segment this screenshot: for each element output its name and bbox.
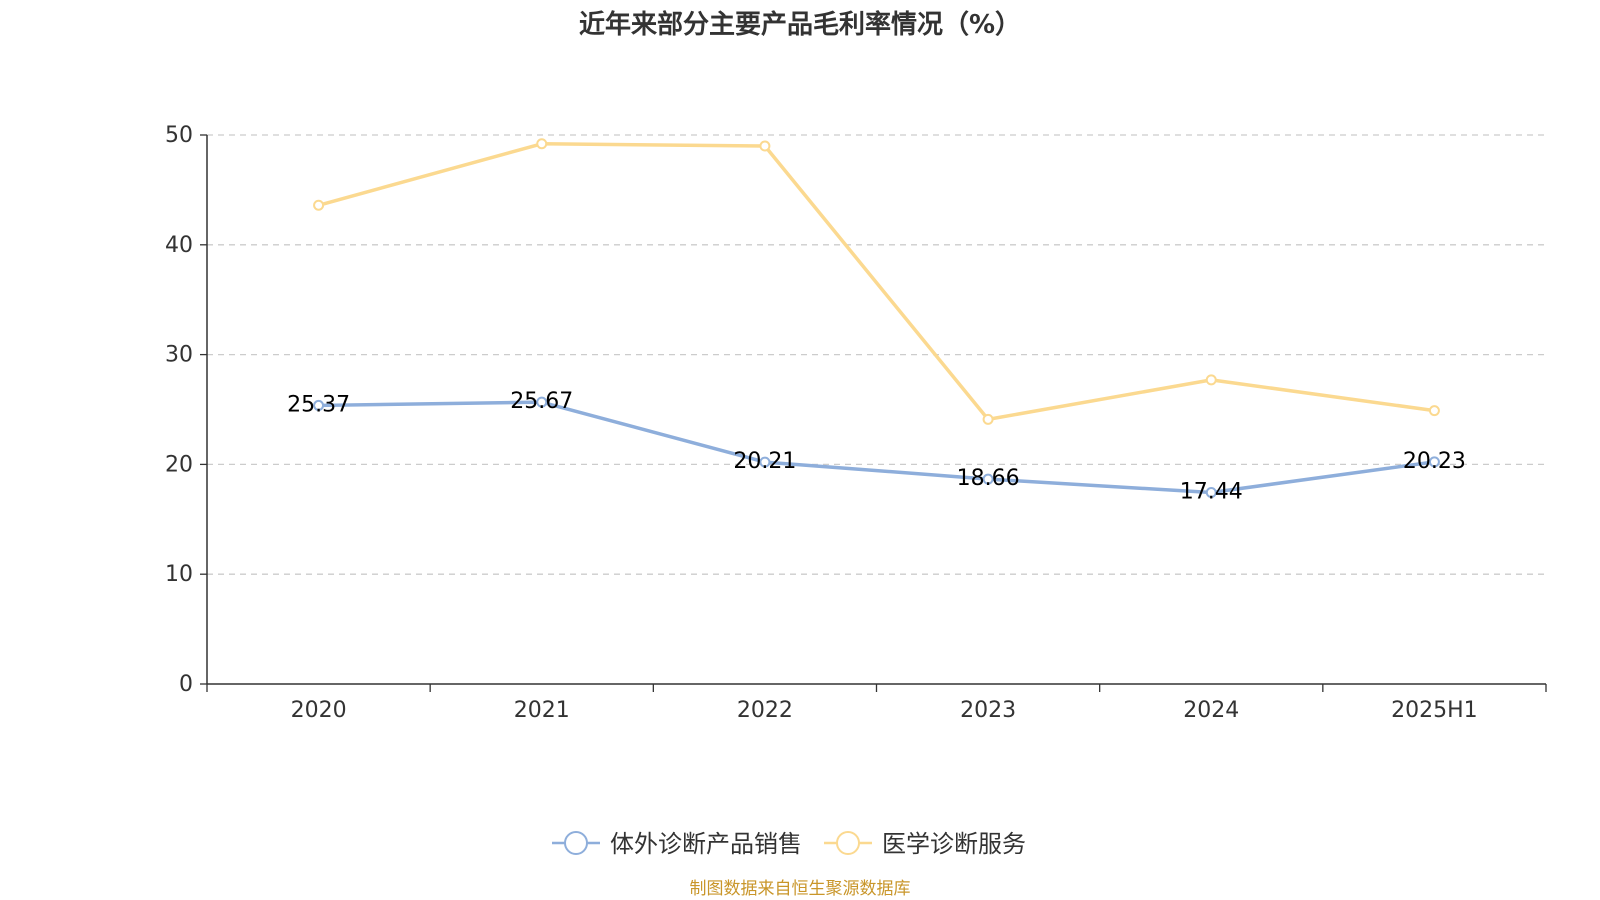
- y-tick-label: 20: [165, 452, 193, 477]
- x-tick-label: 2022: [737, 698, 793, 723]
- data-point: [759, 456, 771, 468]
- data-point: [982, 413, 994, 425]
- axis-layer: 0 10 20 30 40 50 2020 2021 2022 2023 2024 2025H1: [165, 123, 1547, 723]
- y-tick-label: 10: [165, 562, 193, 587]
- x-tick-label: 2023: [960, 698, 1016, 723]
- x-tick-label: 2020: [291, 698, 347, 723]
- legend-label: 体外诊断产品销售: [610, 830, 802, 858]
- data-label: 25.37: [287, 392, 350, 417]
- data-point: [313, 199, 325, 211]
- data-label: 17.44: [1180, 480, 1243, 505]
- data-point: [759, 140, 771, 152]
- series-line: [318, 142, 1435, 422]
- data-label-layer: 25.37 25.67 20.21 18.66 17.44 20.23: [287, 389, 1466, 504]
- y-tick-label: 40: [165, 233, 193, 258]
- x-tick-label: 2021: [514, 698, 570, 723]
- data-point: [1428, 456, 1440, 468]
- y-tick-label: 30: [165, 343, 193, 368]
- legend: 体外诊断产品销售 医学诊断服务: [552, 830, 1026, 858]
- legend-marker: [564, 831, 588, 855]
- series-line: [318, 400, 1435, 495]
- data-point: [536, 138, 548, 150]
- data-label: 20.23: [1403, 449, 1466, 474]
- legend-label: 医学诊断服务: [882, 830, 1026, 858]
- y-tick-label: 0: [179, 672, 193, 697]
- series-layer: [313, 138, 1440, 499]
- legend-marker: [836, 831, 860, 855]
- chart-title: 近年来部分主要产品毛利率情况（%）: [579, 9, 1021, 40]
- data-point: [1428, 405, 1440, 417]
- x-tick-label: 2024: [1183, 698, 1239, 723]
- grid-layer: [207, 134, 1546, 575]
- data-point: [536, 396, 548, 408]
- data-point: [313, 399, 325, 411]
- data-label: 18.66: [957, 466, 1020, 491]
- data-label: 25.67: [510, 389, 573, 414]
- source-note: 制图数据来自恒生聚源数据库: [690, 879, 911, 899]
- y-tick-label: 50: [165, 123, 193, 148]
- data-point: [1205, 374, 1217, 386]
- data-point: [1205, 487, 1217, 499]
- x-tick-label: 2025H1: [1391, 698, 1478, 723]
- data-point: [982, 473, 994, 485]
- data-label: 20.21: [733, 449, 796, 474]
